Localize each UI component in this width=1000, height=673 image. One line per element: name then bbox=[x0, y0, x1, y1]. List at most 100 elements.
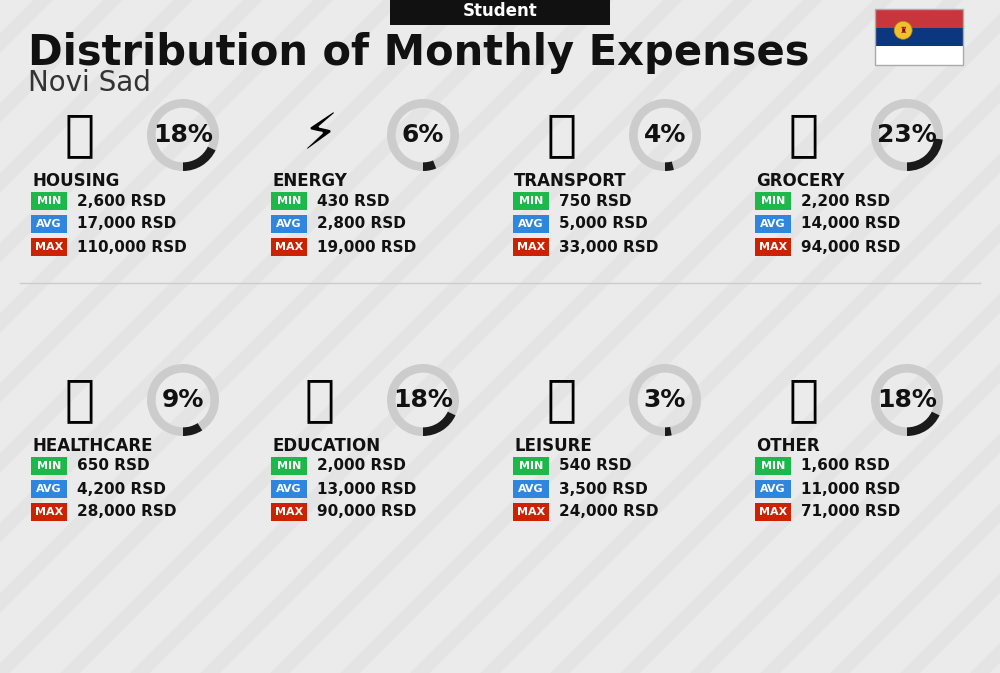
Text: 🎓: 🎓 bbox=[305, 376, 335, 424]
Text: 18%: 18% bbox=[393, 388, 453, 412]
FancyBboxPatch shape bbox=[755, 503, 791, 521]
Text: 13,000 RSD: 13,000 RSD bbox=[317, 481, 416, 497]
Text: 17,000 RSD: 17,000 RSD bbox=[77, 217, 176, 232]
FancyBboxPatch shape bbox=[31, 503, 67, 521]
FancyBboxPatch shape bbox=[875, 46, 963, 65]
Text: 750 RSD: 750 RSD bbox=[559, 194, 632, 209]
FancyBboxPatch shape bbox=[875, 9, 963, 28]
Text: AVG: AVG bbox=[36, 219, 62, 229]
Text: MIN: MIN bbox=[519, 196, 543, 206]
Text: 94,000 RSD: 94,000 RSD bbox=[801, 240, 900, 254]
Text: 5,000 RSD: 5,000 RSD bbox=[559, 217, 648, 232]
FancyBboxPatch shape bbox=[271, 503, 307, 521]
Text: MAX: MAX bbox=[759, 242, 787, 252]
Text: AVG: AVG bbox=[760, 484, 786, 494]
Circle shape bbox=[894, 22, 912, 39]
Wedge shape bbox=[871, 99, 943, 171]
FancyBboxPatch shape bbox=[513, 457, 549, 475]
Text: 19,000 RSD: 19,000 RSD bbox=[317, 240, 416, 254]
FancyBboxPatch shape bbox=[31, 480, 67, 498]
Text: AVG: AVG bbox=[518, 484, 544, 494]
Text: 110,000 RSD: 110,000 RSD bbox=[77, 240, 187, 254]
Text: 2,200 RSD: 2,200 RSD bbox=[801, 194, 890, 209]
Wedge shape bbox=[665, 162, 674, 171]
Wedge shape bbox=[907, 412, 940, 436]
Text: 2,600 RSD: 2,600 RSD bbox=[77, 194, 166, 209]
FancyBboxPatch shape bbox=[271, 457, 307, 475]
Wedge shape bbox=[629, 364, 701, 436]
FancyBboxPatch shape bbox=[755, 238, 791, 256]
FancyBboxPatch shape bbox=[755, 192, 791, 210]
Text: MIN: MIN bbox=[277, 196, 301, 206]
Wedge shape bbox=[387, 364, 459, 436]
Text: MIN: MIN bbox=[761, 196, 785, 206]
FancyBboxPatch shape bbox=[875, 28, 963, 46]
Text: 🏢: 🏢 bbox=[65, 111, 95, 159]
Text: MIN: MIN bbox=[37, 461, 61, 471]
Wedge shape bbox=[423, 160, 436, 171]
Text: MAX: MAX bbox=[275, 507, 303, 517]
Text: MAX: MAX bbox=[275, 242, 303, 252]
Text: 2,800 RSD: 2,800 RSD bbox=[317, 217, 406, 232]
Wedge shape bbox=[387, 99, 459, 171]
Text: 💓: 💓 bbox=[65, 376, 95, 424]
Text: MIN: MIN bbox=[277, 461, 301, 471]
Text: 🛒: 🛒 bbox=[789, 111, 819, 159]
Text: 💰: 💰 bbox=[789, 376, 819, 424]
Text: TRANSPORT: TRANSPORT bbox=[514, 172, 627, 190]
FancyBboxPatch shape bbox=[271, 480, 307, 498]
Text: MIN: MIN bbox=[761, 461, 785, 471]
FancyBboxPatch shape bbox=[755, 457, 791, 475]
Text: AVG: AVG bbox=[276, 484, 302, 494]
Text: 23%: 23% bbox=[877, 123, 937, 147]
Text: 4%: 4% bbox=[644, 123, 686, 147]
Text: AVG: AVG bbox=[518, 219, 544, 229]
Text: 11,000 RSD: 11,000 RSD bbox=[801, 481, 900, 497]
Text: 90,000 RSD: 90,000 RSD bbox=[317, 505, 416, 520]
Text: 430 RSD: 430 RSD bbox=[317, 194, 390, 209]
FancyBboxPatch shape bbox=[31, 238, 67, 256]
Text: 540 RSD: 540 RSD bbox=[559, 458, 632, 474]
FancyBboxPatch shape bbox=[513, 238, 549, 256]
FancyBboxPatch shape bbox=[755, 215, 791, 233]
Text: AVG: AVG bbox=[36, 484, 62, 494]
Text: ♜: ♜ bbox=[899, 26, 907, 35]
Text: Novi Sad: Novi Sad bbox=[28, 69, 151, 97]
Text: AVG: AVG bbox=[276, 219, 302, 229]
Text: 24,000 RSD: 24,000 RSD bbox=[559, 505, 658, 520]
Text: 2,000 RSD: 2,000 RSD bbox=[317, 458, 406, 474]
Text: 3%: 3% bbox=[644, 388, 686, 412]
Text: 6%: 6% bbox=[402, 123, 444, 147]
FancyBboxPatch shape bbox=[513, 192, 549, 210]
Text: LEISURE: LEISURE bbox=[514, 437, 592, 455]
Text: MAX: MAX bbox=[517, 242, 545, 252]
Wedge shape bbox=[665, 427, 672, 436]
Text: HOUSING: HOUSING bbox=[32, 172, 119, 190]
Text: 4,200 RSD: 4,200 RSD bbox=[77, 481, 166, 497]
Text: 9%: 9% bbox=[162, 388, 204, 412]
FancyBboxPatch shape bbox=[513, 480, 549, 498]
Text: MIN: MIN bbox=[519, 461, 543, 471]
Text: MAX: MAX bbox=[517, 507, 545, 517]
Text: 14,000 RSD: 14,000 RSD bbox=[801, 217, 900, 232]
Text: MAX: MAX bbox=[35, 507, 63, 517]
Text: EDUCATION: EDUCATION bbox=[272, 437, 380, 455]
FancyBboxPatch shape bbox=[513, 215, 549, 233]
Text: 28,000 RSD: 28,000 RSD bbox=[77, 505, 176, 520]
FancyBboxPatch shape bbox=[271, 192, 307, 210]
Text: OTHER: OTHER bbox=[756, 437, 820, 455]
Wedge shape bbox=[147, 364, 219, 436]
Text: Student: Student bbox=[463, 2, 537, 20]
Text: MAX: MAX bbox=[35, 242, 63, 252]
Wedge shape bbox=[183, 147, 216, 171]
Text: 71,000 RSD: 71,000 RSD bbox=[801, 505, 900, 520]
Wedge shape bbox=[183, 423, 202, 436]
FancyBboxPatch shape bbox=[31, 192, 67, 210]
Text: AVG: AVG bbox=[760, 219, 786, 229]
Wedge shape bbox=[871, 364, 943, 436]
FancyBboxPatch shape bbox=[271, 238, 307, 256]
Text: GROCERY: GROCERY bbox=[756, 172, 844, 190]
FancyBboxPatch shape bbox=[271, 215, 307, 233]
Text: 18%: 18% bbox=[877, 388, 937, 412]
Text: HEALTHCARE: HEALTHCARE bbox=[32, 437, 152, 455]
